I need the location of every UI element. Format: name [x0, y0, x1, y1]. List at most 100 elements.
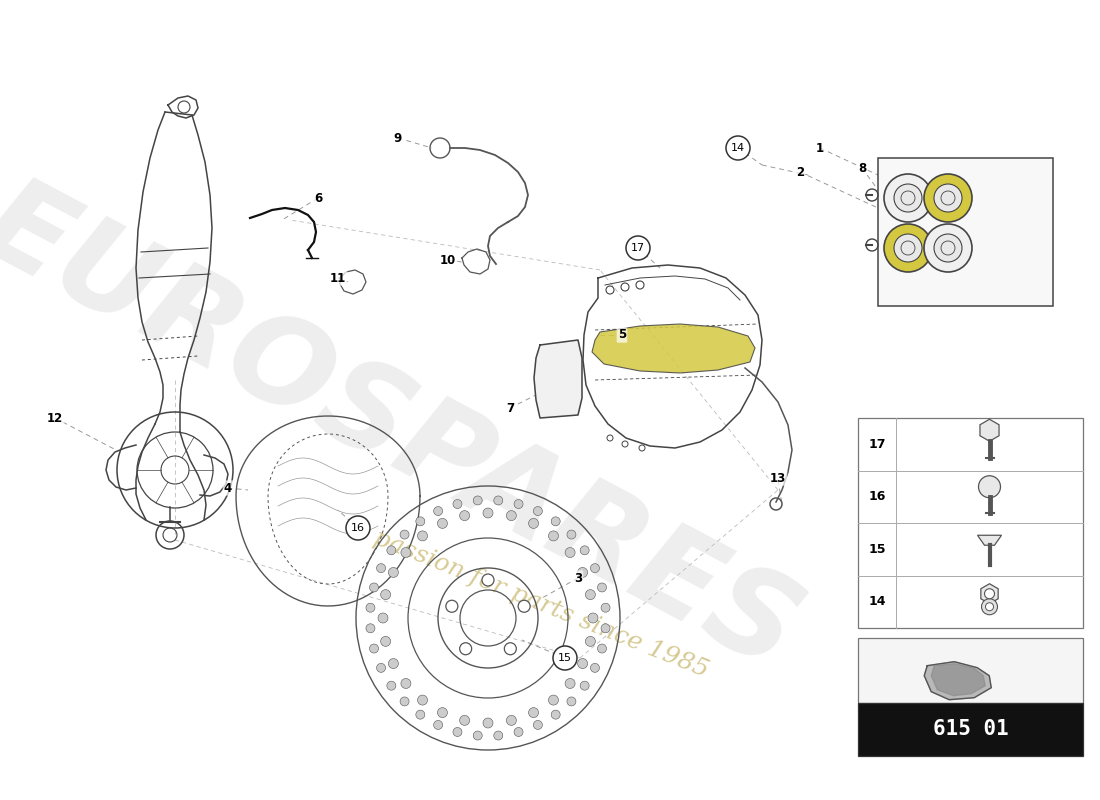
Polygon shape	[924, 662, 991, 700]
Circle shape	[551, 517, 560, 526]
Text: 4: 4	[224, 482, 232, 494]
Text: 8: 8	[858, 162, 866, 174]
Circle shape	[400, 678, 411, 689]
Circle shape	[884, 224, 932, 272]
Circle shape	[566, 697, 576, 706]
Circle shape	[416, 710, 425, 719]
Circle shape	[370, 583, 378, 592]
Circle shape	[514, 499, 522, 509]
Text: 14: 14	[868, 595, 886, 608]
Circle shape	[453, 499, 462, 509]
Circle shape	[884, 174, 932, 222]
Circle shape	[986, 602, 993, 610]
Circle shape	[565, 547, 575, 558]
Circle shape	[494, 496, 503, 505]
Circle shape	[514, 727, 522, 737]
Circle shape	[591, 564, 600, 573]
Polygon shape	[534, 340, 582, 418]
Circle shape	[416, 517, 425, 526]
Circle shape	[346, 516, 370, 540]
Text: 7: 7	[506, 402, 514, 414]
Circle shape	[460, 715, 470, 726]
FancyBboxPatch shape	[858, 703, 1084, 756]
Circle shape	[601, 624, 610, 633]
Circle shape	[506, 715, 516, 726]
Circle shape	[580, 681, 590, 690]
Circle shape	[366, 624, 375, 633]
Circle shape	[460, 642, 472, 654]
Circle shape	[438, 518, 448, 528]
Circle shape	[418, 695, 428, 705]
Circle shape	[534, 506, 542, 515]
Polygon shape	[980, 419, 999, 442]
Circle shape	[934, 184, 962, 212]
Circle shape	[388, 658, 398, 669]
Text: 10: 10	[440, 254, 456, 266]
Circle shape	[565, 678, 575, 689]
Circle shape	[506, 510, 516, 521]
Polygon shape	[592, 324, 755, 373]
Circle shape	[894, 234, 922, 262]
Circle shape	[578, 567, 587, 578]
FancyBboxPatch shape	[878, 158, 1053, 306]
Text: a passion for parts since 1985: a passion for parts since 1985	[349, 518, 712, 682]
Circle shape	[934, 234, 962, 262]
Text: 17: 17	[631, 243, 645, 253]
FancyBboxPatch shape	[858, 418, 1084, 628]
Circle shape	[433, 506, 442, 515]
Circle shape	[400, 547, 411, 558]
Circle shape	[534, 721, 542, 730]
Text: 6: 6	[314, 191, 322, 205]
Circle shape	[626, 236, 650, 260]
Text: 9: 9	[394, 131, 403, 145]
Circle shape	[504, 642, 516, 654]
Circle shape	[518, 600, 530, 612]
Circle shape	[483, 508, 493, 518]
Circle shape	[549, 695, 559, 705]
Text: 12: 12	[47, 411, 63, 425]
Circle shape	[588, 613, 598, 623]
Circle shape	[894, 184, 922, 212]
Circle shape	[597, 644, 606, 653]
Circle shape	[979, 476, 1001, 498]
Circle shape	[549, 531, 559, 541]
Text: 2: 2	[796, 166, 804, 178]
Circle shape	[376, 564, 386, 573]
Text: 17: 17	[868, 438, 886, 450]
Circle shape	[585, 590, 595, 600]
Circle shape	[924, 224, 972, 272]
Circle shape	[924, 174, 972, 222]
Circle shape	[529, 708, 539, 718]
Text: 615 01: 615 01	[933, 719, 1009, 739]
Circle shape	[376, 663, 386, 672]
Text: EUROSPARES: EUROSPARES	[0, 166, 818, 694]
Circle shape	[387, 546, 396, 555]
Circle shape	[418, 531, 428, 541]
Text: 5: 5	[618, 329, 626, 342]
Text: 15: 15	[558, 653, 572, 663]
Circle shape	[580, 546, 590, 555]
Circle shape	[482, 574, 494, 586]
Circle shape	[551, 710, 560, 719]
Circle shape	[433, 721, 442, 730]
Circle shape	[981, 598, 998, 614]
Polygon shape	[981, 584, 998, 604]
Text: 11: 11	[330, 271, 346, 285]
Circle shape	[460, 510, 470, 521]
Polygon shape	[978, 535, 1001, 546]
Circle shape	[591, 663, 600, 672]
Circle shape	[473, 496, 482, 505]
FancyBboxPatch shape	[858, 638, 1084, 703]
Text: 16: 16	[868, 490, 886, 503]
Text: 15: 15	[868, 542, 886, 556]
Circle shape	[726, 136, 750, 160]
Circle shape	[453, 727, 462, 737]
Polygon shape	[932, 664, 986, 696]
Circle shape	[388, 567, 398, 578]
Text: 1: 1	[816, 142, 824, 154]
Circle shape	[400, 530, 409, 539]
Circle shape	[529, 518, 539, 528]
Circle shape	[366, 603, 375, 612]
Circle shape	[483, 718, 493, 728]
Circle shape	[370, 644, 378, 653]
